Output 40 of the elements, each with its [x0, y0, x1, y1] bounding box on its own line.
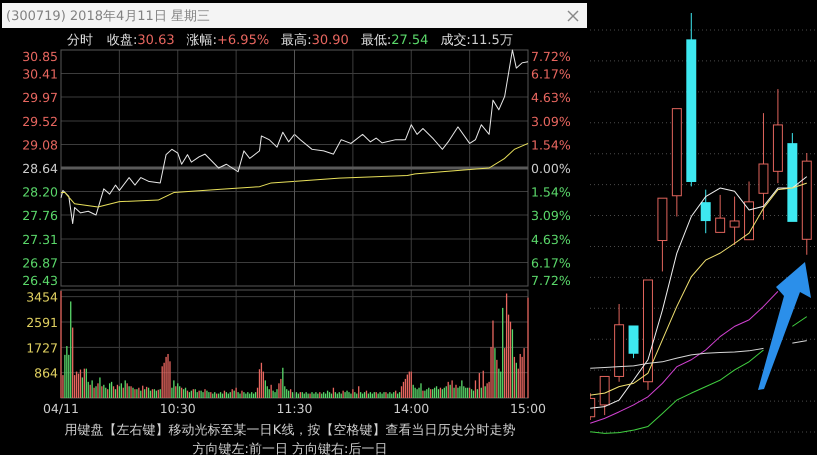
text: 最低:27.54 [360, 33, 428, 48]
text: 1.54% [531, 137, 571, 152]
text: 3.09% [531, 114, 571, 129]
x-tick-label: 14:00 [393, 401, 430, 416]
text: 成交:11.5万 [440, 32, 513, 48]
text: 4.63% [531, 90, 571, 106]
text: 用键盘【左右键】移动光标至某一日K线，按【空格键】查看当日历史分时走势 [64, 423, 516, 438]
y-tick-label: 26.87 [22, 256, 58, 271]
y-tick-label: 29.08 [22, 138, 58, 153]
text: 0.00% [531, 161, 571, 176]
text: 涨幅:+6.95% [186, 33, 270, 48]
text: 6.17% [531, 66, 571, 82]
text: 7.72% [531, 49, 571, 64]
y-tick-label: 26.43 [22, 273, 58, 288]
text: 收盘:30.63 [107, 33, 175, 48]
y-tick-label: 29.97 [22, 90, 58, 105]
x-tick-label: 11:30 [276, 401, 313, 416]
text: 最高:30.90 [281, 32, 349, 48]
text: 3.09% [531, 208, 571, 224]
y-tick-label: 2591 [26, 314, 58, 330]
y-tick-label: 28.64 [22, 161, 58, 176]
y-tick-label: 864 [34, 366, 58, 381]
y-tick-label: 29.52 [22, 114, 58, 130]
y-tick-label: 27.76 [22, 208, 58, 223]
x-tick-label: 10:30 [160, 401, 196, 416]
text: 4.63% [531, 232, 571, 247]
x-tick-label: 04/11 [42, 401, 80, 416]
chart-title: (300719) 2018年4月11日 星期三 [6, 9, 210, 24]
y-tick-label: 30.85 [22, 49, 58, 64]
text: 6.17% [531, 255, 571, 270]
text: 1.54% [531, 184, 571, 200]
text: 方向键左:前一日 方向键右:后一日 [192, 441, 388, 455]
x-tick-label: 15:00 [510, 401, 546, 416]
y-tick-label: 27.31 [22, 232, 58, 248]
y-tick-label: 3454 [26, 290, 58, 305]
y-tick-label: 30.41 [22, 66, 58, 82]
y-tick-label: 28.20 [22, 184, 58, 200]
y-tick-label: 1727 [26, 340, 58, 356]
chart-subtitle: 分时 [67, 33, 93, 48]
text: 7.72% [531, 273, 571, 288]
